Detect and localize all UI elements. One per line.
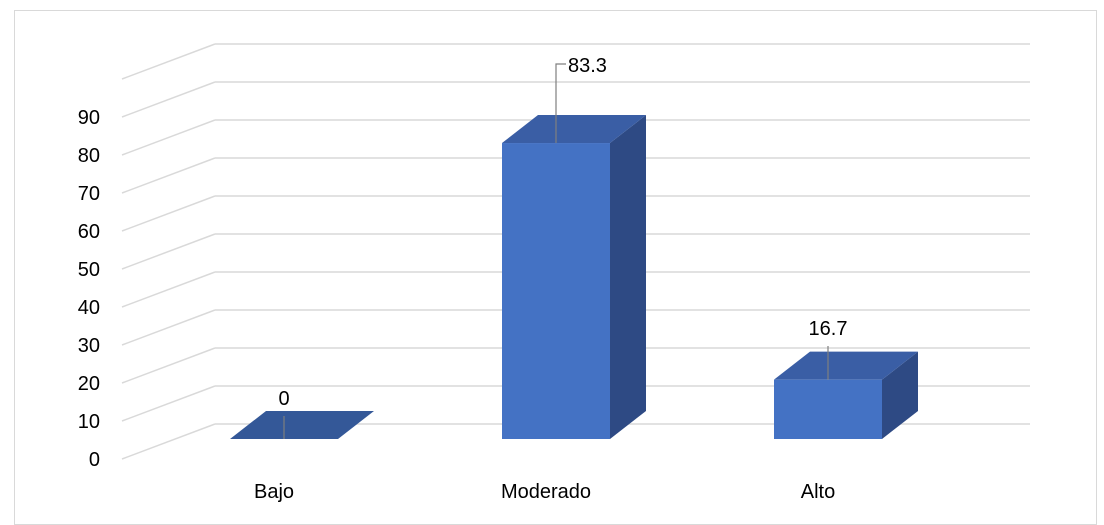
bar-side-alto	[882, 351, 918, 439]
data-labels: 0 83.3 16.7	[278, 55, 847, 439]
x-tick-label-alto: Alto	[801, 481, 835, 503]
y-axis-ticks: 0 10 20 30 40 50 60 70 80 90	[78, 107, 100, 471]
gridline-diagonal-100	[121, 43, 216, 80]
bar-top-alto	[774, 351, 918, 380]
gridline-diagonal-0	[121, 423, 216, 460]
gridline-diagonal-60	[121, 195, 216, 232]
y-tick-label-20: 20	[78, 373, 100, 395]
bar-bajo	[230, 411, 374, 439]
bar-flat-bajo	[230, 411, 374, 439]
gridline-diagonal-70	[121, 157, 216, 194]
y-tick-label-60: 60	[78, 221, 100, 243]
y-tick-label-10: 10	[78, 411, 100, 433]
gridline-diagonal-80	[121, 119, 216, 156]
x-tick-label-bajo: Bajo	[254, 481, 294, 503]
bar-front-alto	[774, 379, 882, 439]
bar-moderado	[502, 115, 646, 440]
bars	[230, 115, 918, 440]
data-label-bajo: 0	[278, 388, 289, 410]
gridline-diagonal-20	[121, 347, 216, 384]
bar-side-moderado	[610, 115, 646, 440]
y-tick-label-50: 50	[78, 259, 100, 281]
data-label-alto: 16.7	[809, 318, 848, 340]
gridline-diagonal-50	[121, 233, 216, 270]
bar-alto	[774, 351, 918, 439]
gridline-diagonal-10	[121, 385, 216, 422]
gridline-diagonal-30	[121, 309, 216, 346]
y-tick-label-30: 30	[78, 335, 100, 357]
y-tick-label-90: 90	[78, 107, 100, 129]
gridline-diagonal-90	[121, 81, 216, 118]
leader-line-moderado	[555, 63, 566, 144]
bar-top-moderado	[502, 115, 646, 144]
y-tick-label-40: 40	[78, 297, 100, 319]
y-tick-label-0: 0	[89, 449, 100, 471]
bar-front-moderado	[502, 143, 610, 439]
y-tick-label-70: 70	[78, 183, 100, 205]
y-tick-label-80: 80	[78, 145, 100, 167]
x-axis-ticks: Bajo Moderado Alto	[254, 481, 835, 503]
data-label-moderado: 83.3	[568, 55, 607, 77]
x-tick-label-moderado: Moderado	[501, 481, 591, 503]
gridline-diagonal-40	[121, 271, 216, 308]
